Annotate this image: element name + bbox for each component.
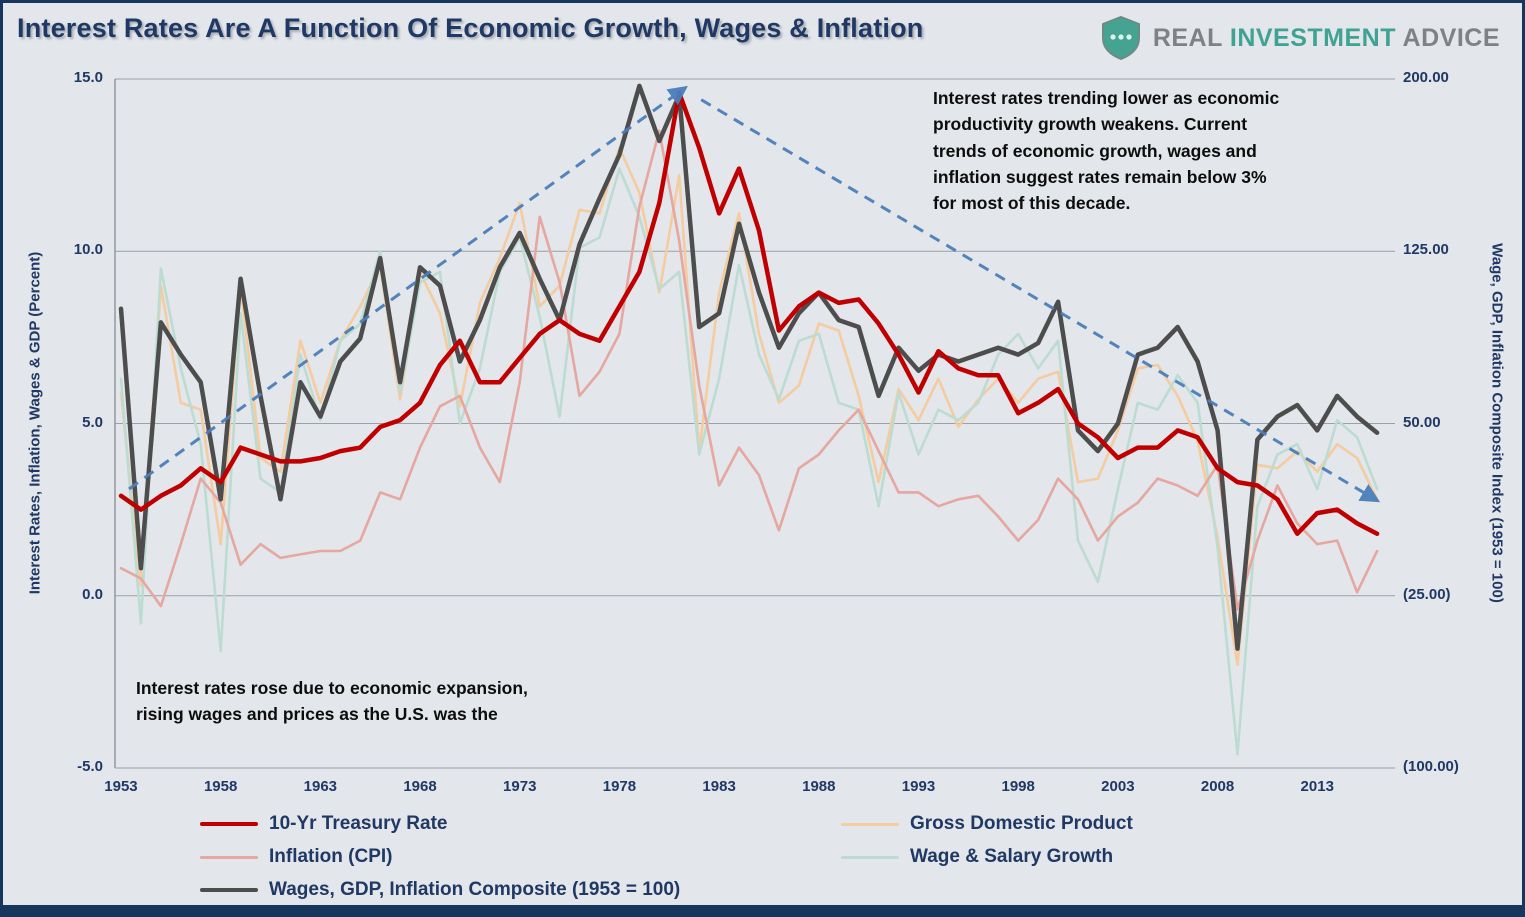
bottom-bar [3, 905, 1522, 914]
shield-icon [1101, 15, 1140, 61]
annotation-rising-rates: Interest rates rose due to economic expa… [136, 678, 528, 725]
logo-word-investment: INVESTMENT [1229, 23, 1396, 52]
logo: REAL INVESTMENT ADVICE [1099, 15, 1500, 61]
chart-title: Interest Rates Are A Function Of Economi… [17, 13, 924, 43]
annotation-falling-rates: Interest rates trending lower as economi… [933, 88, 1280, 213]
logo-word-advice: ADVICE [1402, 23, 1500, 52]
logo-text: REAL INVESTMENT ADVICE [1153, 24, 1500, 53]
logo-word-real: REAL [1152, 23, 1223, 52]
plot-area [114, 78, 1395, 769]
